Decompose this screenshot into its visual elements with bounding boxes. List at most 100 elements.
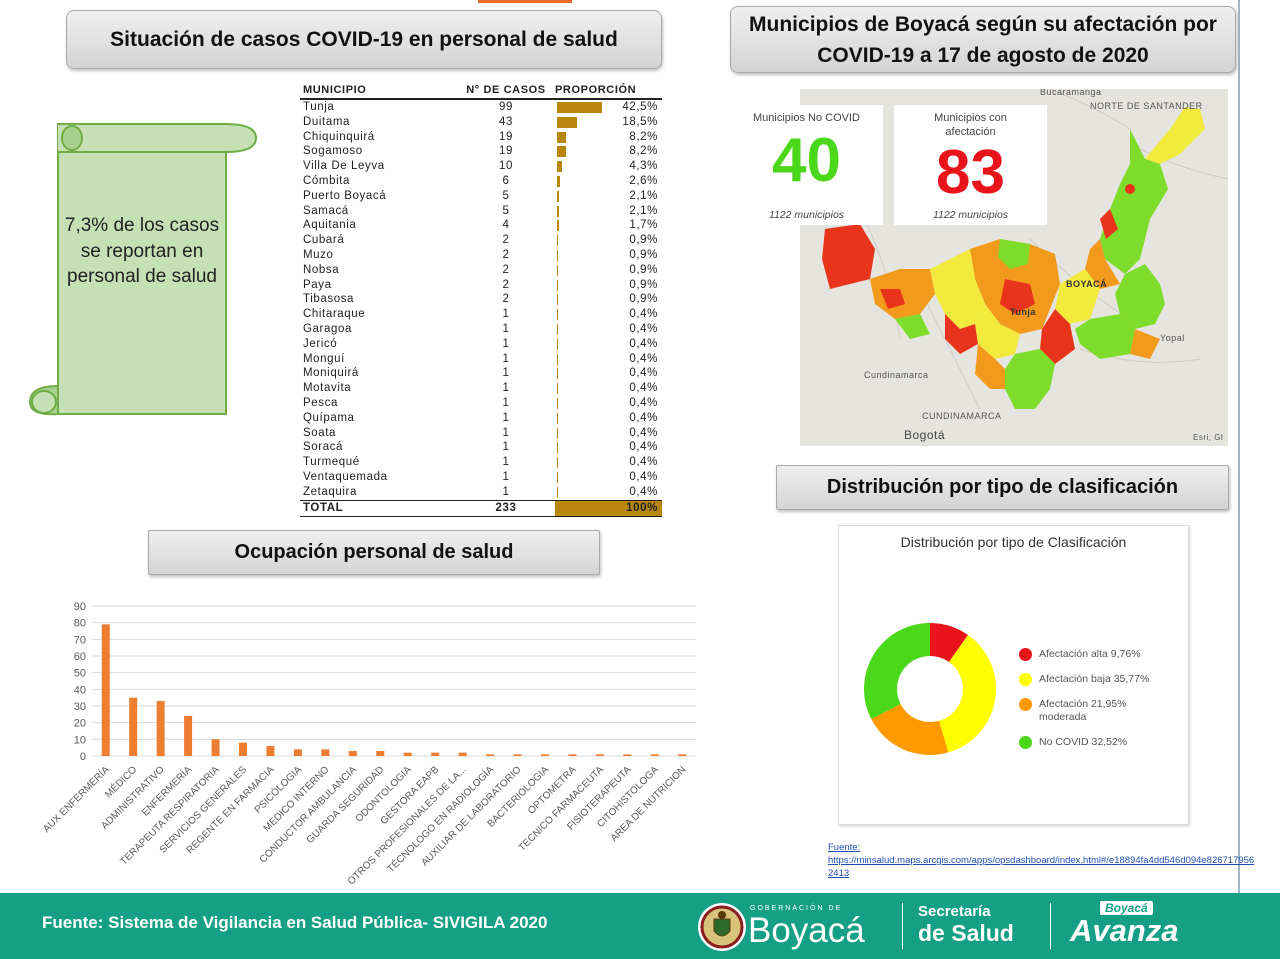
kpi-covid-label: Municipios con afectación	[934, 112, 1007, 138]
cell-casos: 1	[502, 411, 510, 424]
proportion-text: 0,4%	[629, 456, 658, 469]
proportion-text: 0,9%	[629, 278, 658, 291]
source-link-block[interactable]: Fuente: https://minsalud.maps.arcgis.com…	[828, 841, 1258, 880]
kpi-covid-value: 83	[936, 138, 1005, 207]
table-row: Aquitania 4 1,7%	[300, 218, 662, 233]
map-label-tunja: Tunja	[1010, 307, 1036, 317]
footer-separator-1	[902, 903, 903, 949]
table-row: Soracá 1 0,4%	[300, 440, 662, 455]
cell-proporcion: 0,9%	[555, 292, 662, 307]
table-row: Sogamoso 19 8,2%	[300, 144, 662, 159]
cell-casos: 2	[502, 248, 510, 261]
proportion-bar	[557, 146, 566, 158]
cell-proporcion: 0,4%	[555, 307, 662, 322]
donut-slice	[939, 635, 996, 753]
kpi-covid-sub: 1122 municipios	[932, 209, 1009, 221]
proportion-text: 0,9%	[629, 234, 658, 247]
table-row: Tibasosa 2 0,9%	[300, 292, 662, 307]
cell-municipio: Pesca	[303, 396, 338, 409]
proportion-text: 0,9%	[629, 248, 658, 261]
cell-proporcion: 4,3%	[555, 159, 662, 174]
y-tick-label: 90	[74, 601, 86, 613]
cell-proporcion: 0,9%	[555, 248, 662, 263]
bar	[129, 697, 138, 756]
title-distribution: Distribución por tipo de clasificación	[776, 465, 1229, 510]
cell-proporcion: 2,1%	[555, 204, 662, 219]
cell-proporcion: 0,4%	[555, 455, 662, 470]
cell-municipio: Chitaraque	[303, 308, 366, 321]
legend-item-baja: Afectación baja 35,77%	[1019, 673, 1149, 686]
gobernacion-small-text: GOBERNACIÓN DE	[750, 905, 843, 912]
y-tick-label: 0	[80, 751, 86, 763]
legend-label-no-covid: No COVID 32,52%	[1039, 736, 1128, 748]
cell-casos: 19	[499, 130, 513, 143]
table-body: Tunja 99 42,5% Duitama 43 18,5% Chiquinquirá 19…	[300, 100, 662, 500]
donut-title: Distribución por tipo de Clasificación	[900, 534, 1127, 550]
footer-source: Fuente: Sistema de Vigilancia en Salud P…	[42, 913, 548, 932]
table-row: Paya 2 0,9%	[300, 278, 662, 293]
cell-municipio: Turmequé	[303, 456, 360, 469]
proportion-bar	[557, 205, 560, 217]
cell-proporcion: 0,4%	[555, 411, 662, 426]
proportion-text: 0,4%	[629, 411, 658, 424]
boyaca-map[interactable]: NORTE DE SANTANDER Bucaramanga BOYACÁ Tu…	[800, 89, 1228, 446]
bar	[321, 749, 330, 756]
cell-casos: 1	[502, 337, 510, 350]
map-label-cundinamarca-2: CUNDINAMARCA	[922, 411, 1002, 421]
table-row: Ventaquemada 1 0,4%	[300, 470, 662, 485]
proportion-bar	[557, 116, 577, 128]
proportion-bar	[557, 471, 558, 483]
cell-casos: 1	[502, 485, 510, 498]
bar	[568, 754, 577, 756]
table-row: Cubará 2 0,9%	[300, 233, 662, 248]
scroll-note-text: 7,3% de los casos se reportan en persona…	[64, 215, 220, 287]
legend-dot-no-covid	[1019, 736, 1032, 749]
scroll-illustration	[28, 123, 258, 416]
kpi-no-covid: Municipios No COVID 40 1122 municipios	[730, 105, 883, 225]
cell-casos: 5	[502, 189, 510, 202]
cell-municipio: Garagoa	[303, 322, 352, 335]
table-row: Pesca 1 0,4%	[300, 396, 662, 411]
proportion-text: 2,6%	[629, 174, 658, 187]
proportion-bar	[557, 161, 562, 173]
cell-proporcion: 2,1%	[555, 189, 662, 204]
proportion-bar	[557, 457, 558, 469]
proportion-bar	[557, 323, 558, 335]
cell-municipio: Puerto Boyacá	[303, 189, 387, 202]
cell-proporcion: 42,5%	[555, 100, 662, 115]
cell-proporcion: 0,4%	[555, 470, 662, 485]
proportion-text: 4,3%	[629, 160, 658, 173]
proportion-text: 2,1%	[629, 189, 658, 202]
cell-casos: 1	[502, 396, 510, 409]
cell-municipio: Chiquinquirá	[303, 130, 375, 143]
cell-proporcion: 8,2%	[555, 144, 662, 159]
cell-municipio: Cubará	[303, 234, 345, 247]
bar	[650, 754, 659, 756]
proportion-text: 0,4%	[629, 441, 658, 454]
cell-casos: 1	[502, 456, 510, 469]
source-link-url[interactable]: https://minsalud.maps.arcgis.com/apps/op…	[828, 855, 1255, 879]
proportion-text: 0,4%	[629, 426, 658, 439]
cell-proporcion: 1,7%	[555, 218, 662, 233]
cell-casos: 2	[502, 263, 510, 276]
map-label-boyaca: BOYACÁ	[1066, 279, 1108, 289]
proportion-bar	[557, 442, 558, 454]
map-label-yopal: Yopal	[1160, 333, 1185, 343]
bar	[293, 749, 302, 756]
cell-proporcion: 0,4%	[555, 337, 662, 352]
proportion-bar	[557, 397, 558, 409]
kpi-no-covid-label: Municipios No COVID	[753, 112, 860, 124]
donut-slice	[864, 623, 930, 720]
table-total-row: TOTAL 233 100%	[300, 499, 662, 517]
proportion-bar	[557, 412, 558, 424]
cell-casos: 5	[502, 204, 510, 217]
map-label-cundinamarca-1: Cundinamarca	[864, 370, 929, 380]
cell-proporcion: 0,4%	[555, 396, 662, 411]
secretaria-line1: Secretaría	[918, 903, 991, 920]
y-tick-label: 20	[74, 718, 86, 730]
cell-proporcion: 18,5%	[555, 115, 662, 130]
bar	[239, 742, 247, 756]
title-map: Municipios de Boyacá según su afectación…	[730, 6, 1236, 73]
cell-casos: 2	[502, 234, 510, 247]
table-row: Duitama 43 18,5%	[300, 115, 662, 130]
